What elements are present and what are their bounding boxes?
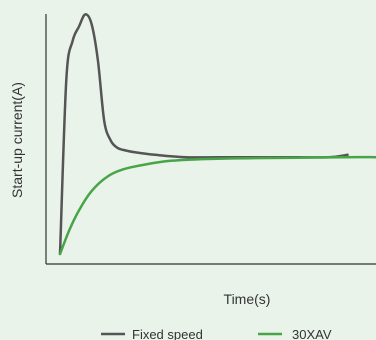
series-line-30xav xyxy=(58,155,376,256)
legend: Fixed speed 30XAV xyxy=(101,327,332,340)
series-line-fixed-speed xyxy=(58,13,349,256)
x-axis-label: Time(s) xyxy=(224,291,271,307)
series-layer xyxy=(58,13,376,256)
legend-label-30xav: 30XAV xyxy=(292,327,332,340)
y-axis-label: Start-up current(A) xyxy=(9,82,25,198)
legend-label-fixed-speed: Fixed speed xyxy=(132,327,203,340)
